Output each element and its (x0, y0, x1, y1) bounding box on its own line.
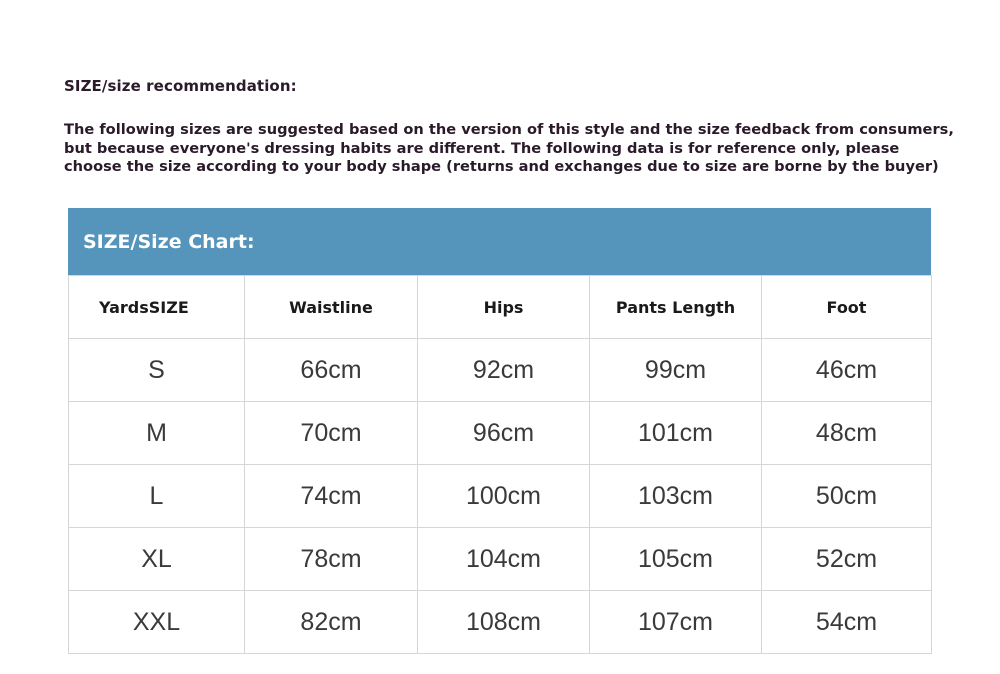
table-cell: 100cm (417, 464, 590, 528)
size-table: YardsSIZE Waistline Hips Pants Length Fo… (68, 275, 932, 654)
table-cell: 74cm (244, 464, 418, 528)
table-cell: 48cm (761, 401, 932, 465)
page-title: SIZE/size recommendation: (64, 77, 297, 95)
table-cell: 99cm (589, 338, 762, 402)
table-cell: 52cm (761, 527, 932, 591)
table-cell: 107cm (589, 590, 762, 654)
intro-text: The following sizes are suggested based … (64, 121, 964, 177)
intro-line: choose the size according to your body s… (64, 158, 939, 175)
table-cell: XXL (68, 590, 245, 654)
table-cell: 66cm (244, 338, 418, 402)
column-header: Waistline (244, 275, 418, 339)
table-cell: 103cm (589, 464, 762, 528)
table-cell: 92cm (417, 338, 590, 402)
table-row: XXL 82cm 108cm 107cm 54cm (68, 590, 932, 654)
table-cell: 46cm (761, 338, 932, 402)
table-cell: 50cm (761, 464, 932, 528)
table-cell: 101cm (589, 401, 762, 465)
table-cell: 105cm (589, 527, 762, 591)
table-cell: 54cm (761, 590, 932, 654)
table-row: M 70cm 96cm 101cm 48cm (68, 401, 932, 465)
size-chart-heading: SIZE/Size Chart: (68, 208, 931, 275)
table-cell: 70cm (244, 401, 418, 465)
table-row: L 74cm 100cm 103cm 50cm (68, 464, 932, 528)
column-header: Pants Length (589, 275, 762, 339)
table-cell: XL (68, 527, 245, 591)
table-cell: S (68, 338, 245, 402)
table-row: XL 78cm 104cm 105cm 52cm (68, 527, 932, 591)
size-chart: SIZE/Size Chart: YardsSIZE Waistline Hip… (68, 208, 932, 654)
intro-line: The following sizes are suggested based … (64, 121, 954, 138)
table-header-row: YardsSIZE Waistline Hips Pants Length Fo… (68, 275, 932, 339)
table-cell: 108cm (417, 590, 590, 654)
intro-line: but because everyone's dressing habits a… (64, 139, 900, 157)
table-cell: 82cm (244, 590, 418, 654)
table-cell: L (68, 464, 245, 528)
table-cell: 96cm (417, 401, 590, 465)
table-cell: M (68, 401, 245, 465)
table-cell: 78cm (244, 527, 418, 591)
table-cell: 104cm (417, 527, 590, 591)
column-header: Foot (761, 275, 932, 339)
column-header: YardsSIZE (68, 275, 245, 339)
column-header: Hips (417, 275, 590, 339)
table-row: S 66cm 92cm 99cm 46cm (68, 338, 932, 402)
